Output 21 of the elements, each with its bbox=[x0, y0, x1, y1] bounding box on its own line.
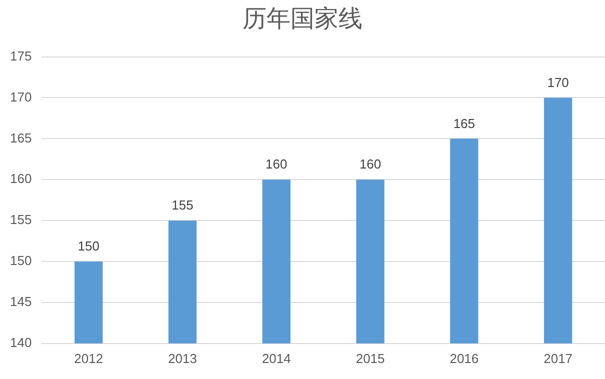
x-tick-label: 2012 bbox=[74, 350, 104, 366]
y-tick-label: 170 bbox=[10, 89, 32, 104]
y-tick-label: 160 bbox=[10, 171, 32, 186]
x-tick-label: 2015 bbox=[356, 350, 385, 366]
x-tick-label: 2013 bbox=[168, 350, 197, 366]
data-label: 160 bbox=[266, 156, 288, 172]
y-tick-label: 140 bbox=[10, 334, 32, 350]
y-tick-label: 175 bbox=[10, 48, 32, 64]
y-tick-label: 150 bbox=[10, 253, 32, 268]
y-tick-label: 155 bbox=[10, 212, 32, 228]
data-label: 170 bbox=[547, 74, 569, 90]
y-tick-label: 165 bbox=[10, 130, 32, 146]
data-label: 150 bbox=[78, 238, 100, 254]
chart-title: 历年国家线 bbox=[242, 6, 362, 33]
y-tick-label: 145 bbox=[10, 294, 32, 310]
data-label: 165 bbox=[453, 116, 476, 131]
data-label: 160 bbox=[359, 156, 382, 172]
x-tick-label: 2017 bbox=[544, 350, 573, 366]
x-tick-label: 2016 bbox=[450, 350, 479, 366]
data-label: 155 bbox=[172, 198, 194, 213]
x-tick-label: 2014 bbox=[262, 350, 291, 366]
